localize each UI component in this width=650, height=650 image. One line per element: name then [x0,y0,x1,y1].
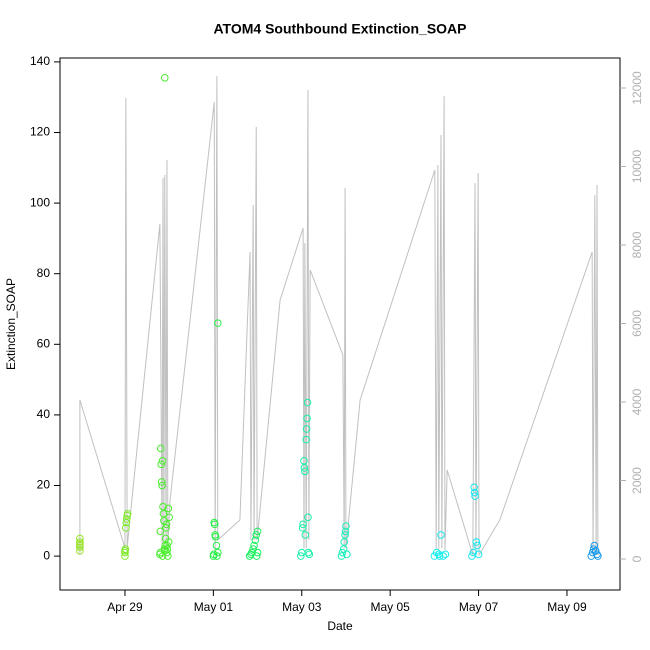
point [122,524,130,532]
point [157,460,166,469]
point [121,547,129,555]
point [252,552,261,560]
point [162,520,171,529]
point [123,509,132,518]
point [299,520,307,529]
x-axis-label: Date [327,619,353,633]
point [590,541,599,550]
point [213,548,222,557]
y2-tick-label: 4000 [630,388,644,415]
point [122,515,131,523]
point [157,478,166,486]
x-tick-label: May 01 [194,600,234,614]
point [211,532,220,541]
point [248,548,256,557]
point [162,524,170,532]
y2-tick-label: 0 [630,555,644,562]
y-tick-label: 0 [43,548,50,562]
point [474,550,483,559]
plot-box [59,57,621,591]
point [156,527,165,536]
point [303,398,312,407]
point [470,488,479,497]
point [589,545,598,553]
chart-title: ATOM4 Southbound Extinction_SOAP [213,21,466,37]
point [253,548,262,557]
y-tick-label: 120 [30,125,50,139]
point [251,536,260,545]
x-tick-label: May 03 [282,600,322,614]
point [303,414,311,423]
point [300,464,309,472]
point [76,538,84,546]
point [76,534,84,543]
point [305,550,314,559]
point [252,531,261,539]
point [301,531,310,539]
point [253,527,262,536]
point [472,538,481,546]
point [164,504,173,513]
point [302,435,310,444]
y-tick-label: 140 [30,54,50,68]
y-tick-label: 60 [37,336,51,350]
point [469,548,478,557]
point [340,538,348,546]
point [471,492,479,500]
x-tick-label: Apr 29 [107,600,143,614]
y-tick-label: 20 [37,478,51,492]
point [341,527,350,536]
y-tick-label: 80 [37,266,51,280]
point [213,552,221,560]
y2-tick-label: 8000 [630,231,644,258]
point [156,444,165,453]
point [160,73,169,82]
point [210,520,219,529]
point [164,538,173,546]
point [473,541,482,550]
point [301,467,309,476]
y-tick-label: 100 [30,195,50,209]
x-tick-label: May 09 [547,600,587,614]
point [297,552,305,560]
y-axis-label: Extinction_SOAP [4,278,18,370]
point [337,552,346,560]
point [338,548,347,557]
y2-tick-label: 2000 [630,467,644,494]
point [250,541,258,550]
y2-tick-label: 10000 [630,149,644,183]
point [341,531,349,539]
point [213,319,222,327]
point [165,513,173,522]
x-tick-label: May 05 [370,600,410,614]
y2-tick-label: 12000 [630,71,644,105]
point [122,518,131,527]
point [212,541,221,550]
point [163,541,171,550]
point [439,552,448,560]
x-tick-label: May 07 [459,600,499,614]
y-tick-label: 40 [37,407,51,421]
point [304,513,312,522]
altitude-line [79,75,599,557]
point [435,552,444,560]
point [298,524,307,532]
y2-tick-label: 6000 [630,310,644,337]
point [437,531,445,539]
point [158,481,166,490]
point [302,425,311,433]
point [594,552,602,560]
point [343,550,351,559]
point [470,483,478,492]
point [342,522,350,530]
point [158,456,167,465]
